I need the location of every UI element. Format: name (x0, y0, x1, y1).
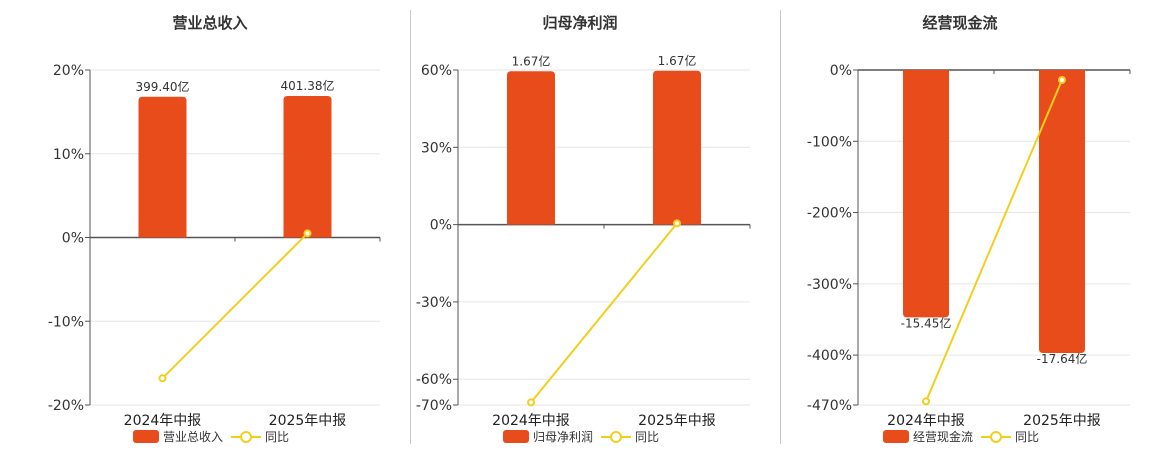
chart-panel-net-profit: 归母净利润 60% 30% 0% -30% -60% -70% 2024年中报 1.67亿 20… (416, 14, 751, 445)
legend: 营业总收入 同比 (133, 428, 289, 445)
chart-panel-revenue: 营业总收入 20% 10% 0% -10% -20% 2024年中报 399.40亿 2025… (0, 0, 400, 450)
legend-line-icon (231, 430, 262, 443)
bar-value-label: -17.64亿 (1037, 351, 1088, 366)
yoy-point (158, 374, 167, 383)
y-tick-label: 60% (421, 63, 452, 79)
legend-bar-swatch (883, 430, 909, 443)
legend-line-icon (601, 430, 632, 443)
y-tick-label: 0% (430, 218, 452, 234)
legend-bar-label: 营业总收入 (163, 430, 224, 444)
x-tick-label: 2024年中报 (887, 413, 965, 429)
y-tick-label: -100% (807, 134, 852, 150)
bar-value-label: 399.40亿 (136, 79, 190, 94)
y-tick-label: -300% (807, 277, 852, 293)
y-tick-label: 30% (421, 140, 452, 156)
bar-value-label: -15.45亿 (901, 315, 952, 330)
legend-line-label: 同比 (1015, 430, 1040, 444)
bar (507, 71, 555, 225)
y-tick-label: -10% (48, 314, 84, 330)
panel-divider (780, 10, 781, 444)
x-tick-label: 2024年中报 (492, 413, 570, 429)
legend-line-label: 同比 (265, 430, 290, 444)
y-tick-label: -470% (807, 398, 852, 414)
chart-title: 归母净利润 (542, 14, 618, 32)
y-tick-label: -20% (48, 398, 84, 414)
chart-svg: 60% 30% 0% -30% -60% -70% 2024年中报 1.67亿 2025年中报 1… (416, 53, 751, 429)
legend: 归母净利润 同比 (503, 428, 659, 445)
y-tick-label: -60% (416, 372, 452, 388)
panel-divider (410, 10, 411, 444)
x-tick-label: 2025年中报 (638, 413, 716, 429)
yoy-point (527, 398, 535, 407)
bar (903, 70, 949, 318)
yoy-point (673, 219, 681, 228)
legend-bar-label: 经营现金流 (913, 430, 974, 444)
yoy-line (925, 79, 1063, 402)
yoy-point (303, 229, 312, 238)
bar-value-label: 1.67亿 (512, 53, 551, 68)
chart-title: 经营现金流 (922, 14, 998, 32)
y-tick-label: 10% (53, 147, 84, 163)
y-tick-label: -200% (807, 206, 852, 222)
bar (653, 70, 701, 225)
legend-bar-swatch (503, 430, 529, 443)
y-tick-label: 0% (830, 63, 852, 79)
bar (283, 95, 332, 238)
bar-value-label: 401.38亿 (281, 78, 335, 93)
legend-bar-swatch (133, 430, 159, 443)
legend: 经营现金流 同比 (883, 428, 1039, 445)
yoy-line (161, 232, 309, 379)
y-tick-label: 0% (62, 231, 84, 247)
chart-svg: 20% 10% 0% -10% -20% 2024年中报 399.40亿 2025年中报 401… (48, 63, 381, 429)
y-tick-label: -70% (416, 398, 452, 414)
bar (1039, 70, 1085, 353)
legend-line-label: 同比 (635, 430, 660, 444)
bar (138, 96, 187, 238)
y-tick-label: 20% (53, 63, 84, 79)
x-tick-label: 2025年中报 (1023, 413, 1101, 429)
bar-value-label: 1.67亿 (658, 53, 697, 68)
yoy-point (922, 397, 930, 406)
y-tick-label: -400% (807, 348, 852, 364)
y-tick-label: -30% (416, 295, 452, 311)
x-tick-label: 2025年中报 (269, 413, 347, 429)
x-tick-label: 2024年中报 (124, 413, 202, 429)
yoy-point (1058, 75, 1066, 84)
legend-bar-label: 归母净利润 (533, 430, 594, 444)
legend-line-icon (981, 430, 1012, 443)
chart-title: 营业总收入 (172, 14, 248, 32)
yoy-line (530, 222, 678, 404)
